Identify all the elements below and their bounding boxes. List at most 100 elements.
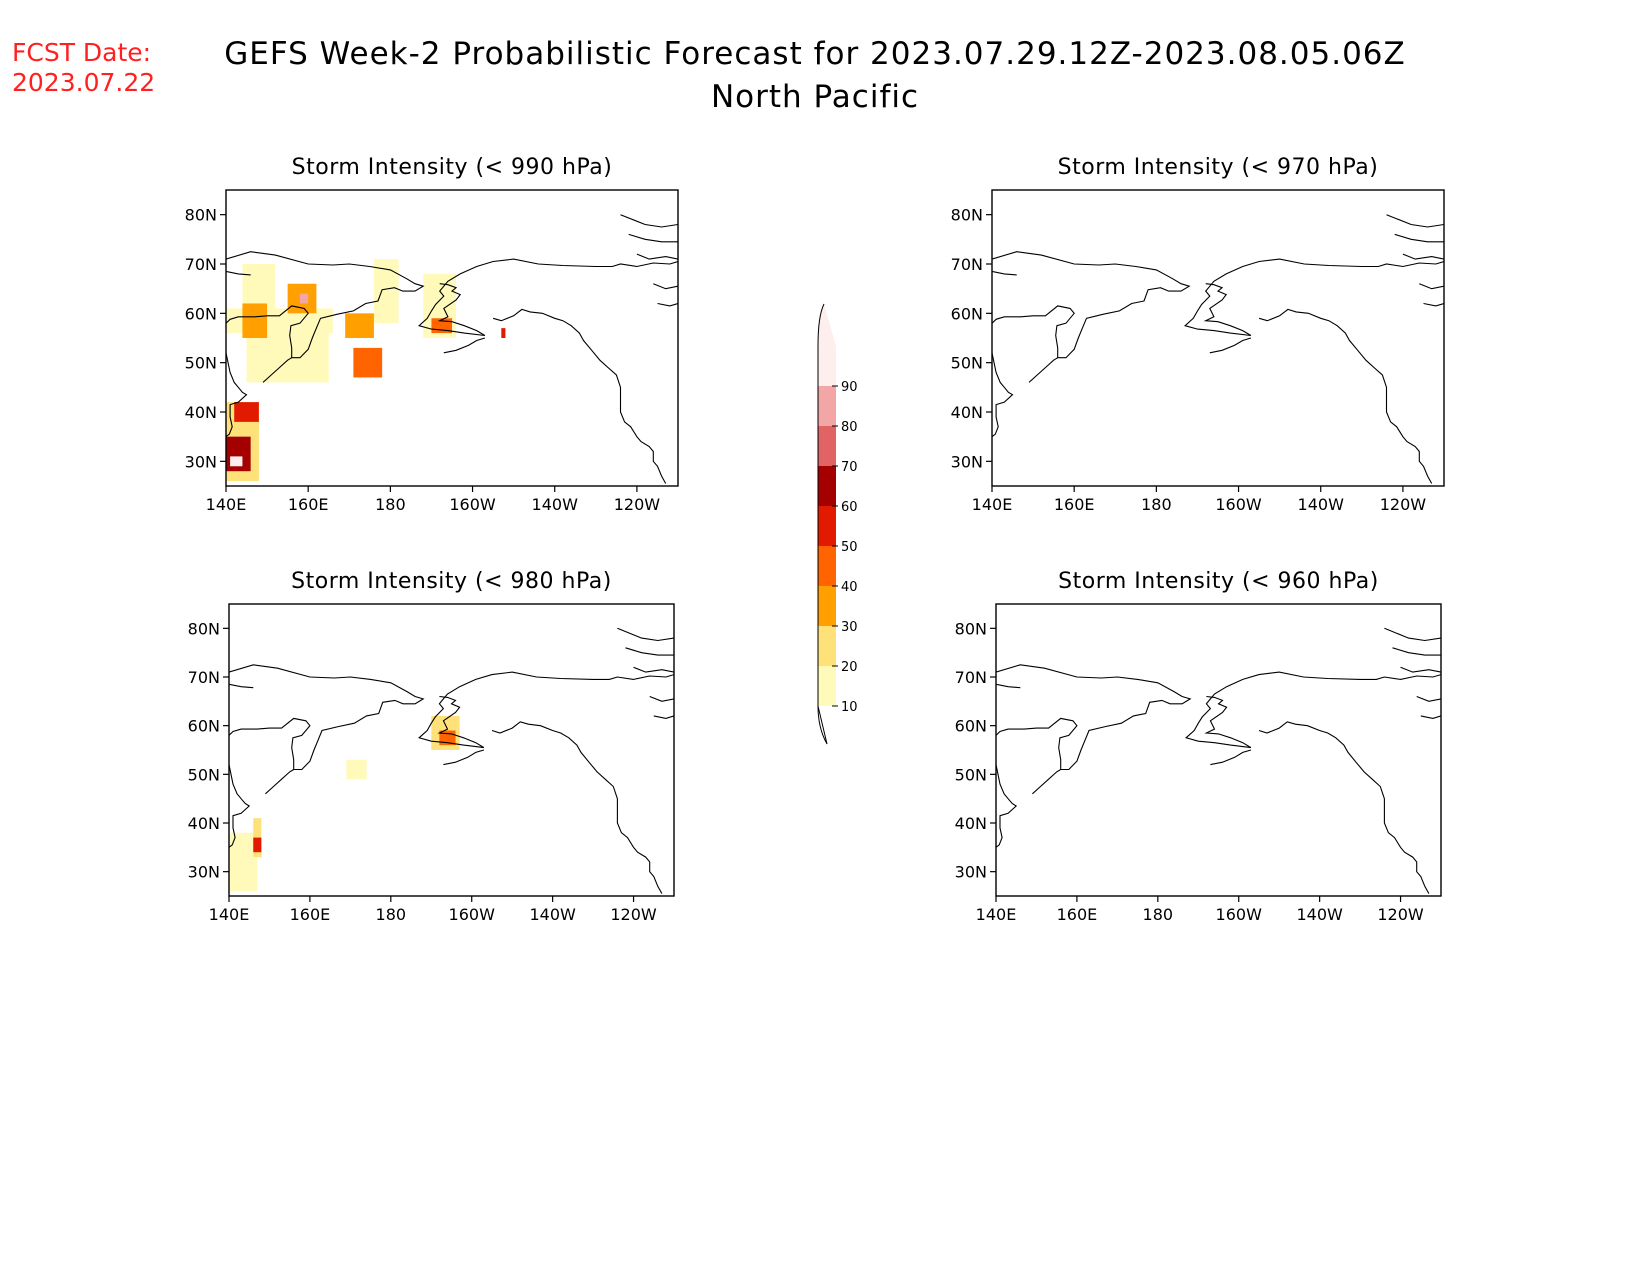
colorbar-tick-label: 80 (841, 420, 858, 435)
lon-tick-label: 140W (529, 905, 576, 924)
coastline (1384, 627, 1441, 642)
colorbar-tick-label: 20 (841, 660, 858, 675)
coastline (229, 683, 254, 689)
coastline (653, 283, 678, 290)
panel-title: Storm Intensity (< 980 hPa) (291, 569, 612, 594)
panel-title: Storm Intensity (< 960 hPa) (1058, 569, 1379, 594)
coastline (657, 302, 678, 307)
coastline (1400, 666, 1441, 673)
colorbar-swatch (818, 586, 836, 626)
lon-tick-label: 120W (614, 495, 661, 514)
coastline (996, 683, 1021, 689)
panel-plot-area (992, 214, 1444, 484)
lon-tick-label: 160W (1215, 495, 1262, 514)
coastline (1184, 671, 1441, 749)
lon-tick-label: 160W (1216, 905, 1263, 924)
panel-plot-area (226, 214, 678, 484)
colorbar-tick-label: 70 (841, 460, 858, 475)
colorbar-tick-label: 90 (841, 380, 858, 395)
coastline (1392, 647, 1441, 656)
lat-tick-label: 30N (188, 863, 220, 882)
coastline (1419, 283, 1444, 290)
coastline (992, 251, 1191, 359)
lat-tick-label: 60N (185, 304, 217, 323)
map-panel: Storm Intensity (< 970 hPa) 80N 70N 60N 50N 4… (951, 155, 1445, 514)
colorbar-outline (817, 303, 825, 347)
lon-tick-label: 140W (532, 495, 579, 514)
colorbar-tick-label: 60 (841, 500, 858, 515)
lon-tick-label: 140E (976, 905, 1017, 924)
lon-tick-label: 160W (449, 495, 496, 514)
colorbar-swatch (818, 346, 836, 386)
panel-frame (225, 189, 679, 487)
coastline (229, 764, 251, 848)
coastline (226, 352, 248, 438)
coastline (636, 253, 678, 260)
lon-tick-label: 140W (1296, 905, 1343, 924)
title-line-2: North Pacific (710, 79, 920, 115)
coastline (1209, 337, 1252, 354)
probability-cell (246, 333, 329, 383)
coastline (262, 357, 292, 383)
page-title: GEFS Week-2 Probabilistic Forecast for 2… (170, 33, 1460, 119)
lat-tick-label: 80N (951, 206, 983, 225)
panel-plot-area (996, 627, 1441, 894)
coastline (996, 664, 1192, 771)
lon-tick-label: 180 (1143, 905, 1174, 924)
coastline (992, 352, 1014, 438)
colorbar-tick-label: 50 (841, 540, 858, 555)
map-panel: Storm Intensity (< 980 hPa) 80N 70N 60N 50N 4… (188, 569, 675, 924)
probability-cell (345, 313, 374, 338)
probability-cell (353, 347, 383, 378)
lat-tick-label: 40N (185, 403, 217, 422)
colorbar-tick-label: 40 (841, 580, 858, 595)
coastline (1394, 233, 1444, 243)
map-panel: Storm Intensity (< 960 hPa) 80N 70N 60N 50N 4… (955, 569, 1442, 924)
coastline (265, 769, 294, 795)
probability-cell (230, 456, 243, 467)
probability-cell (242, 303, 268, 338)
coastline (620, 214, 678, 228)
forecast-date-label: FCST Date: 2023.07.22 (12, 38, 155, 98)
lat-tick-label: 50N (955, 765, 987, 784)
panel-title: Storm Intensity (< 990 hPa) (292, 155, 613, 180)
lon-tick-label: 120W (1380, 495, 1427, 514)
lat-tick-label: 70N (188, 668, 220, 687)
lon-tick-label: 120W (1377, 905, 1424, 924)
lat-tick-label: 50N (185, 354, 217, 373)
colorbar-swatch (818, 626, 836, 666)
coastline (226, 270, 251, 276)
lat-tick-label: 80N (188, 619, 220, 638)
coastline (226, 251, 425, 359)
coastline (649, 695, 674, 702)
lat-tick-label: 30N (951, 452, 983, 471)
lon-tick-label: 140W (1298, 495, 1345, 514)
probability-cell (253, 837, 262, 853)
lat-tick-label: 60N (955, 717, 987, 736)
fcst-date-value: 2023.07.22 (12, 68, 156, 97)
lon-tick-label: 180 (375, 495, 406, 514)
colorbar: 10 20 30 40 50 60 70 80 90 (817, 303, 858, 745)
lon-tick-label: 160E (290, 905, 331, 924)
coastline (996, 764, 1018, 848)
title-line-1: GEFS Week-2 Probabilistic Forecast for 2… (224, 36, 1406, 72)
lon-tick-label: 180 (1141, 495, 1172, 514)
map-panel: Storm Intensity (< 990 hPa) 80N 70N 60N 50N 4… (185, 155, 679, 514)
lat-tick-label: 60N (951, 304, 983, 323)
probability-cell (501, 328, 506, 338)
panel-plot-area (229, 627, 674, 894)
lat-tick-label: 30N (185, 452, 217, 471)
probability-cell (234, 402, 259, 422)
coastline (491, 721, 663, 894)
coastline (1028, 357, 1058, 383)
colorbar-swatch (818, 546, 836, 586)
lon-tick-label: 140E (206, 495, 247, 514)
coastline (1386, 214, 1444, 228)
coastline (1416, 695, 1441, 702)
lat-tick-label: 50N (951, 354, 983, 373)
panel-frame (991, 189, 1445, 487)
panels-layer: Storm Intensity (< 990 hPa) 80N 70N 60N 50N 4… (185, 155, 1445, 924)
panel-frame (228, 603, 675, 897)
coastline (492, 308, 667, 484)
